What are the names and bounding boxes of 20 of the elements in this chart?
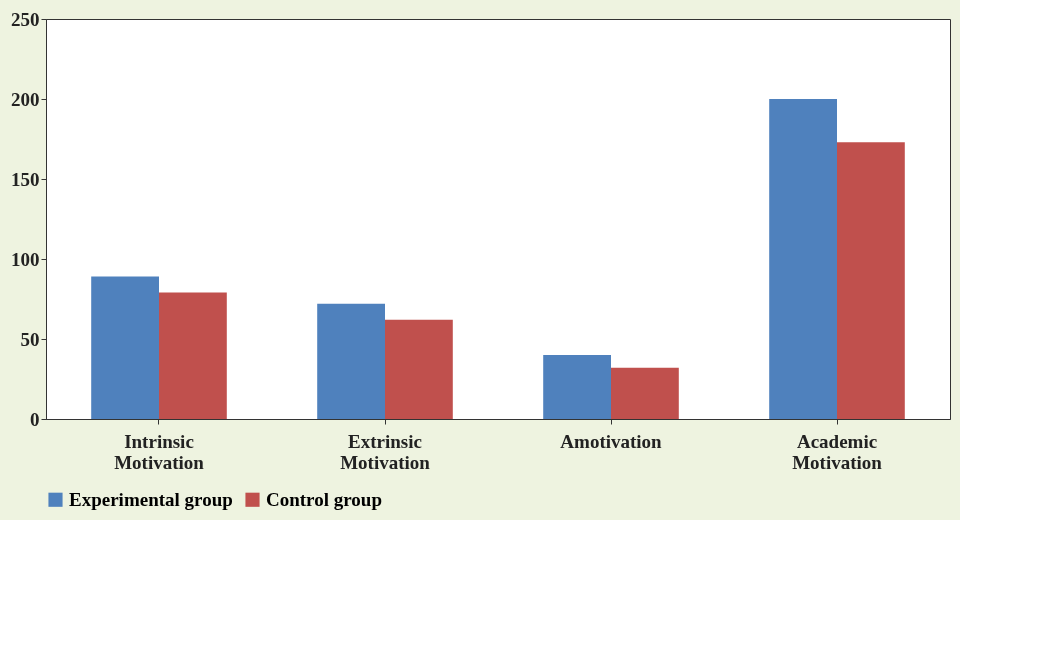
legend-label: Control group: [266, 488, 382, 510]
x-tick-label: Amotivation: [560, 430, 663, 452]
bar: [611, 367, 679, 419]
bar: [91, 276, 159, 419]
y-tick-label: 50: [20, 328, 40, 350]
bar: [317, 303, 385, 419]
y-tick-label: 200: [11, 88, 40, 110]
y-tick-label: 250: [11, 8, 40, 30]
y-tick-label: 150: [11, 168, 40, 190]
y-tick-label: 100: [11, 248, 40, 270]
bar: [837, 142, 905, 419]
bar: [543, 355, 611, 419]
bar: [769, 99, 837, 419]
bar: [159, 292, 227, 419]
legend-label: Experimental group: [69, 488, 233, 510]
x-tick-label: Intrinsic Motivation: [114, 430, 205, 473]
bar: [385, 319, 453, 419]
y-tick-label: 0: [30, 408, 40, 430]
x-tick-label: Extrinsic Motivation: [340, 430, 431, 473]
x-tick-label: Academic Motivation: [792, 430, 883, 473]
